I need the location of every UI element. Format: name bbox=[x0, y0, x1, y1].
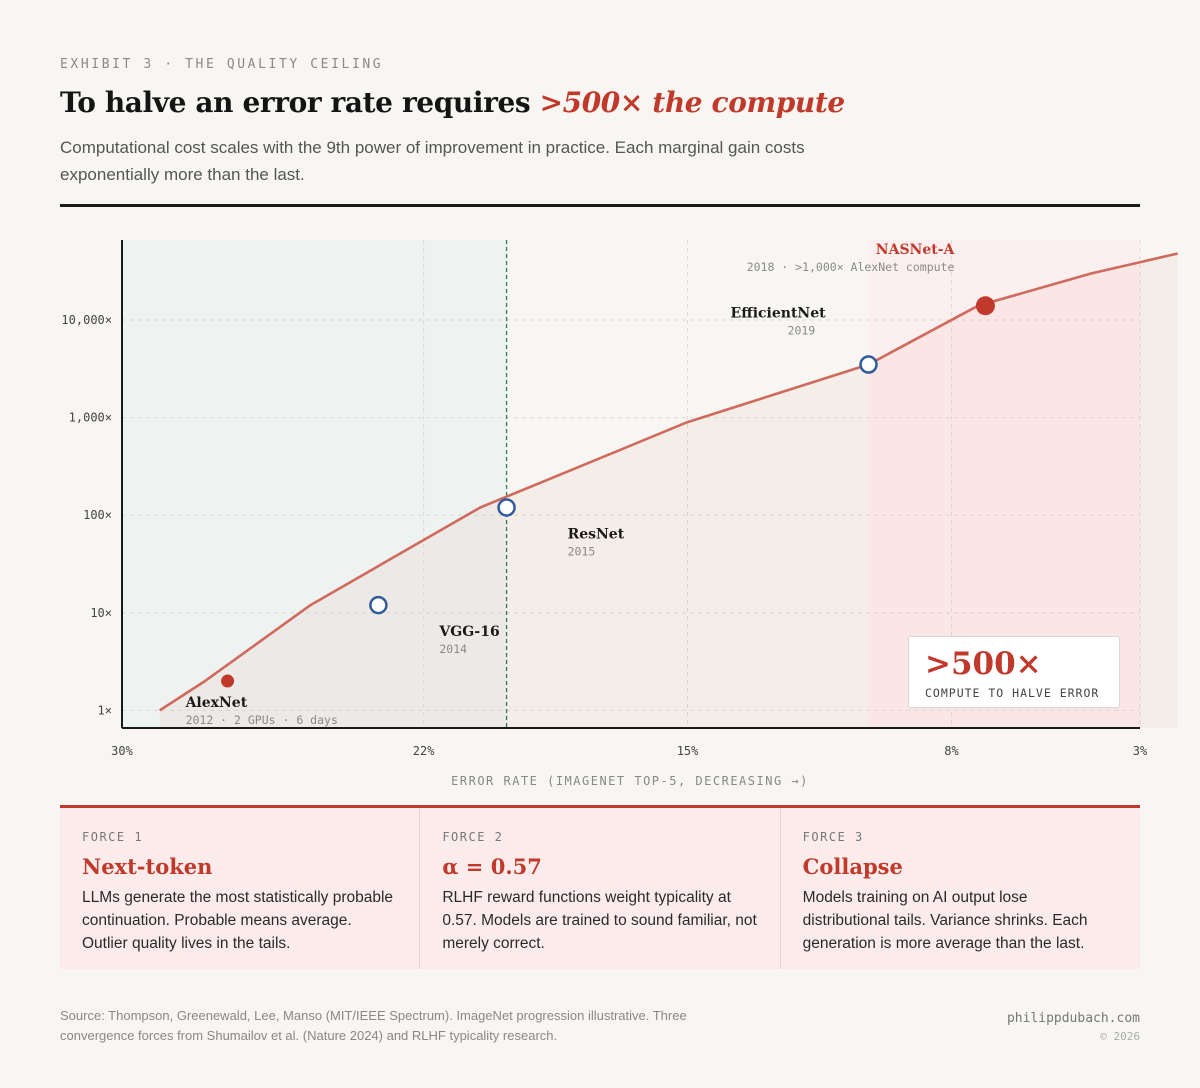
x-tick-label: 3% bbox=[1133, 744, 1148, 758]
chart-point-labels: AlexNet 2012 · 2 GPUs · 6 days VGG-16 2014 R… bbox=[185, 242, 956, 727]
compute-curve bbox=[158, 252, 1178, 712]
force-title: α = 0.57 bbox=[442, 854, 542, 879]
page-title: To halve an error rate requires >500× th… bbox=[60, 86, 845, 119]
x-tick-label: 8% bbox=[944, 744, 959, 758]
chart-axes bbox=[121, 240, 1140, 729]
point-sublabel-vgg-16: 2014 bbox=[439, 642, 467, 656]
title-main: To halve an error rate requires bbox=[60, 86, 540, 119]
chart-series-line bbox=[158, 252, 1178, 712]
chart-shaded-regions bbox=[122, 240, 1140, 728]
y-tick-label: 10× bbox=[90, 606, 112, 620]
copyright: © 2026 bbox=[1100, 1030, 1140, 1043]
x-axis-label: ERROR RATE (IMAGENET TOP-5, DECREASING →… bbox=[451, 774, 809, 788]
x-tick-label: 30% bbox=[111, 744, 133, 758]
x-tick-label: 15% bbox=[677, 744, 699, 758]
chart-area-fill bbox=[159, 253, 1178, 728]
force-label: FORCE 3 bbox=[802, 830, 864, 844]
compute-callout: >500× COMPUTE TO HALVE ERROR bbox=[908, 636, 1120, 708]
force-label: FORCE 1 bbox=[82, 830, 144, 844]
forces-panel: FORCE 1 Next-token LLMs generate the mos… bbox=[60, 805, 1140, 969]
y-tick-label: 100× bbox=[83, 508, 112, 522]
y-tick-label: 1× bbox=[98, 703, 112, 717]
y-tick-label: 1,000× bbox=[69, 411, 112, 425]
force-body: RLHF reward functions weight typicality … bbox=[442, 889, 757, 952]
chart-data-points bbox=[221, 296, 995, 688]
point-label-alexnet: AlexNet bbox=[185, 695, 248, 711]
force-card-3: FORCE 3 Collapse Models training on AI o… bbox=[781, 808, 1140, 969]
point-alexnet bbox=[221, 674, 235, 688]
shaded-region-1 bbox=[122, 240, 507, 728]
compute-vs-error-chart: AlexNet 2012 · 2 GPUs · 6 days VGG-16 2014 R… bbox=[61, 240, 1178, 788]
title-highlight: >500× the compute bbox=[539, 86, 846, 119]
site-credit: philippdubach.com bbox=[1006, 1011, 1140, 1026]
force-card-1: FORCE 1 Next-token LLMs generate the mos… bbox=[60, 808, 421, 969]
chart-gridlines bbox=[122, 240, 1141, 728]
callout-label: COMPUTE TO HALVE ERROR bbox=[925, 686, 1100, 700]
point-efficientnet bbox=[859, 355, 878, 374]
point-label-resnet: ResNet bbox=[568, 527, 625, 543]
point-label-efficientnet: EfficientNet bbox=[731, 306, 827, 322]
page-subtitle: Computational cost scales with the 9th p… bbox=[60, 138, 805, 184]
force-body: Models training on AI output lose distri… bbox=[802, 889, 1088, 952]
header-rule bbox=[60, 204, 1140, 207]
force-card-2: FORCE 2 α = 0.57 RLHF reward functions w… bbox=[420, 808, 781, 969]
point-sublabel-efficientnet: 2019 bbox=[788, 324, 816, 338]
force-title: Collapse bbox=[802, 854, 903, 879]
exhibit-kicker: EXHIBIT 3 · THE QUALITY CEILING bbox=[60, 57, 384, 72]
force-title: Next-token bbox=[82, 854, 213, 879]
point-sublabel-resnet: 2015 bbox=[568, 545, 596, 559]
callout-value: >500× bbox=[925, 646, 1042, 682]
y-tick-label: 10,000× bbox=[61, 313, 112, 327]
point-resnet bbox=[497, 498, 516, 517]
point-sublabel-alexnet: 2012 · 2 GPUs · 6 days bbox=[186, 713, 338, 727]
point-label-nasnet-a: NASNet-A bbox=[876, 242, 956, 258]
point-sublabel-nasnet-a: 2018 · >1,000× AlexNet compute bbox=[747, 260, 955, 274]
source-note: Source: Thompson, Greenewald, Lee, Manso… bbox=[60, 1008, 687, 1043]
force-body: LLMs generate the most statistically pro… bbox=[82, 889, 394, 952]
force-label: FORCE 2 bbox=[442, 830, 504, 844]
point-label-vgg-16: VGG-16 bbox=[438, 624, 499, 640]
x-tick-label: 22% bbox=[413, 744, 435, 758]
chart-tick-labels: 30% 22% 15% 8% 3% 1× 10× 100× 1,000× 10,000× bbox=[61, 313, 1148, 758]
area-under-curve bbox=[159, 253, 1178, 728]
point-vgg-16 bbox=[369, 595, 388, 615]
point-nasnet-a bbox=[975, 296, 995, 316]
